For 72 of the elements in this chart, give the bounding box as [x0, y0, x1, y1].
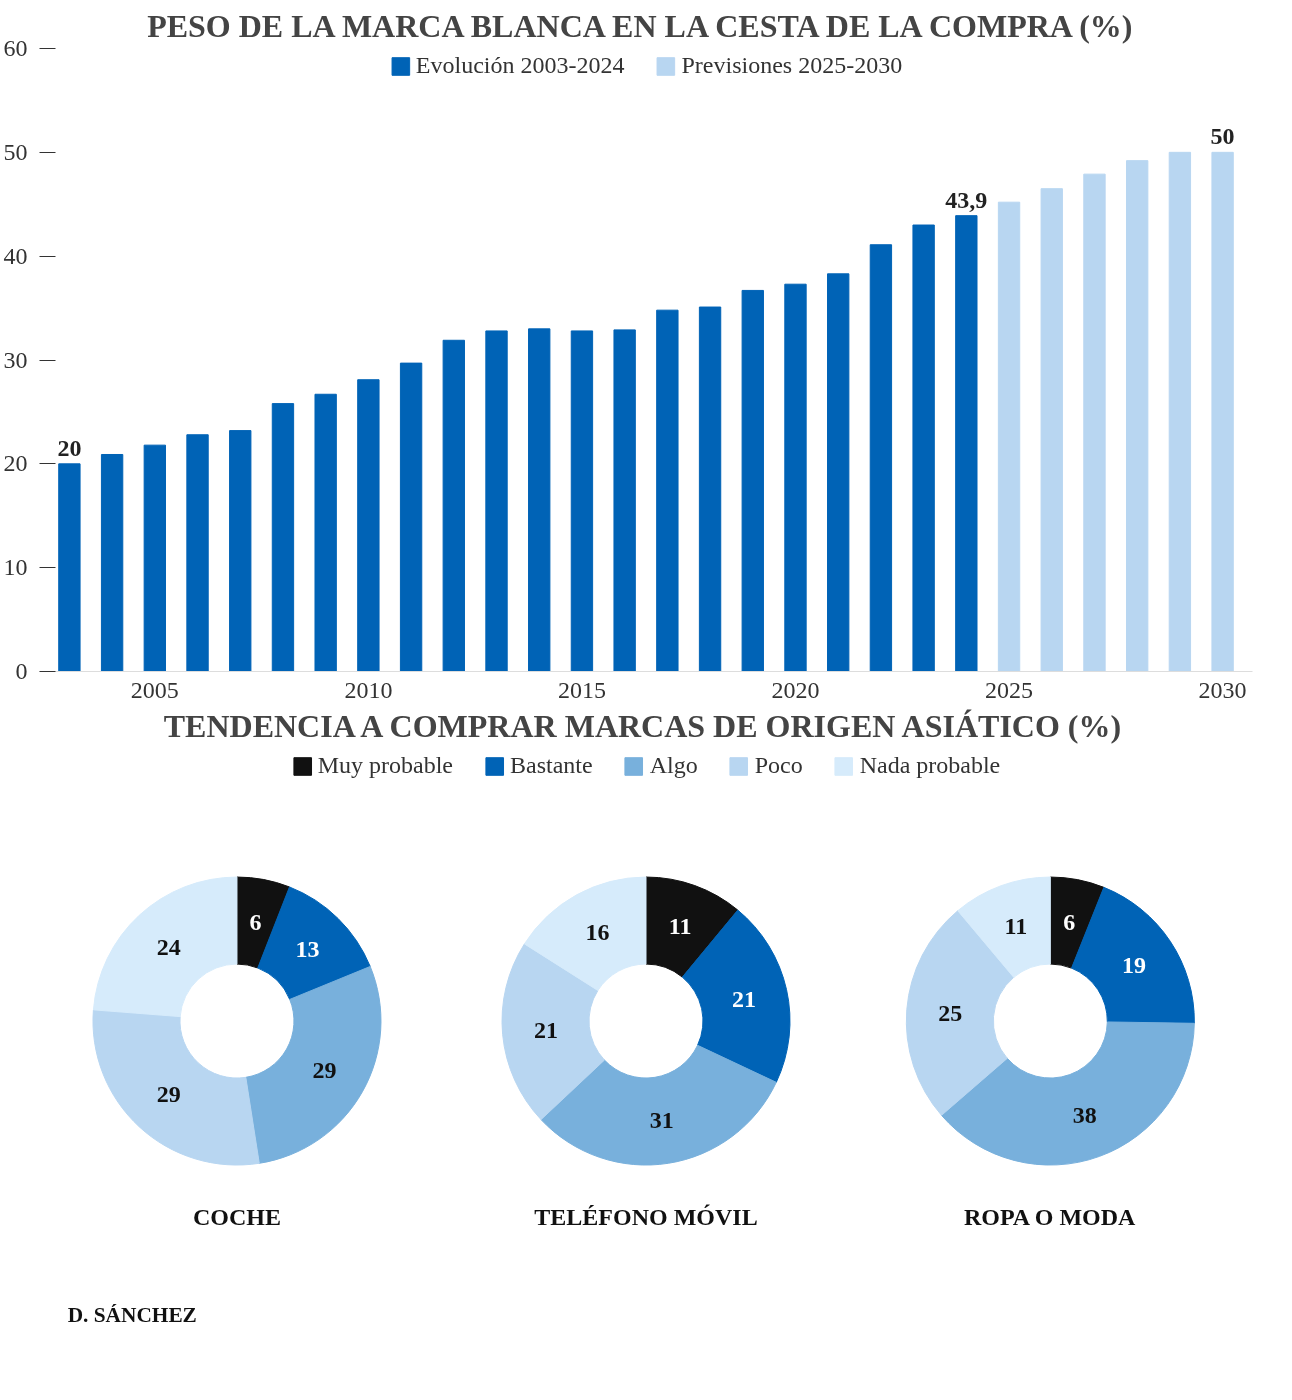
legend-label: Bastante: [510, 752, 593, 779]
data-label: 43,9: [945, 186, 988, 213]
bar: [100, 453, 124, 672]
x-tick-label: 2025: [985, 676, 1034, 703]
data-label: 29: [312, 1056, 337, 1083]
bar: [741, 289, 764, 672]
bar: [399, 362, 423, 672]
y-tick-label: 30: [3, 346, 28, 373]
data-label: 19: [1122, 951, 1147, 978]
bar: [698, 306, 722, 672]
y-tick-label: 10: [3, 554, 28, 581]
data-label: 31: [649, 1106, 674, 1133]
y-tick-label: 60: [3, 35, 28, 61]
text: COCHE: [192, 1204, 281, 1231]
legend-label: Algo: [649, 752, 698, 779]
x-tick-label: 2005: [130, 676, 179, 703]
bar: [314, 393, 337, 672]
bar: [528, 328, 551, 672]
data-label: 6: [249, 908, 262, 935]
x-tick-label: 2030: [1198, 676, 1247, 703]
bar: [229, 430, 252, 672]
bar: [1211, 151, 1234, 672]
x-tick-label: 2020: [771, 676, 820, 703]
bar: [570, 330, 594, 672]
bar: [1040, 188, 1063, 672]
bar: [58, 463, 81, 672]
y-tick-label: 0: [15, 658, 28, 684]
legend-label: Muy probable: [317, 752, 454, 779]
bar: [656, 309, 679, 672]
legend-label: Previsiones 2025-2030: [681, 52, 903, 79]
bar: [485, 330, 508, 672]
data-label: 21: [732, 985, 757, 1012]
legend-label: Poco: [754, 752, 803, 779]
chart-title: TENDENCIA A COMPRAR MARCAS DE ORIGEN ASIÁTICO (%): [163, 707, 1122, 744]
bar: [869, 244, 893, 672]
legend-label: Evolución 2003-2024: [415, 52, 625, 79]
data-label: 50: [1210, 123, 1235, 150]
bar: [1126, 160, 1149, 672]
text: D. SÁNCHEZ: [67, 1303, 197, 1328]
data-label: 11: [1004, 913, 1028, 940]
bar: [613, 329, 636, 672]
bar: [143, 444, 166, 672]
data-label: 11: [668, 912, 692, 939]
data-label: 24: [156, 933, 181, 960]
data-label: 38: [1072, 1101, 1097, 1128]
data-label: 13: [295, 935, 320, 962]
chart-title: PESO DE LA MARCA BLANCA EN LA CESTA DE LA COMPRA (%): [147, 7, 1133, 44]
x-tick-label: 2015: [557, 676, 606, 703]
data-label: 16: [585, 919, 610, 946]
y-tick-label: 40: [3, 242, 28, 269]
bar: [442, 339, 465, 672]
bar: [912, 224, 935, 672]
data-label: 25: [938, 999, 963, 1026]
data-label: 21: [533, 1016, 558, 1043]
bar: [997, 201, 1021, 672]
bar: [1168, 151, 1192, 672]
text: TELÉFONO MÓVIL: [534, 1204, 758, 1231]
legend-label: Nada probable: [859, 752, 1001, 779]
text: ROPA O MODA: [963, 1204, 1137, 1231]
bar: [357, 379, 380, 672]
bar: [955, 215, 978, 672]
data-label: 20: [57, 434, 82, 461]
bar: [827, 273, 850, 672]
y-tick-label: 20: [3, 450, 28, 477]
bar: [784, 283, 807, 672]
bar: [186, 434, 209, 672]
bar: [1083, 173, 1106, 672]
data-label: 6: [1063, 908, 1076, 935]
y-tick-label: 50: [3, 138, 28, 165]
bar: [271, 403, 295, 672]
data-label: 29: [156, 1081, 181, 1108]
x-tick-label: 2010: [344, 676, 393, 703]
